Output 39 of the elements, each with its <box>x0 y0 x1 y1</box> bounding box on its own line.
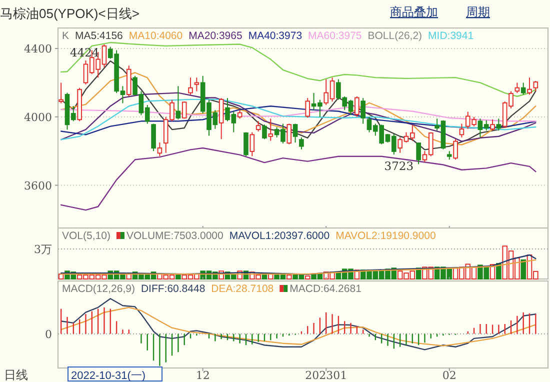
y-tick-label: 4000 <box>24 110 52 124</box>
text: MAVOL1:20397.6000 <box>229 230 330 242</box>
line-series <box>60 147 536 211</box>
text: MA40:3973 <box>248 30 302 42</box>
legend-title: MACD(12,26,9) <box>62 283 135 295</box>
text: 周期 <box>466 5 490 19</box>
line-series <box>60 92 536 142</box>
x-tick-label: 02 <box>442 369 456 382</box>
bar <box>262 274 268 280</box>
legend-label: VOLUME:7503.0000 <box>126 230 224 242</box>
series-label: DIFF:60.8448 <box>140 283 206 295</box>
chart-title: 马棕油05(YPOK)<日线> <box>0 6 140 21</box>
x-axis-title: 日线 <box>4 368 28 382</box>
legend-label: MACD:64.2681 <box>290 283 362 295</box>
text: MA20:3965 <box>188 30 242 42</box>
x-tick-label: 12 <box>196 369 210 382</box>
line-series <box>60 72 536 146</box>
text: MID:3941 <box>428 30 474 42</box>
line-series <box>60 98 536 140</box>
bar <box>176 274 181 280</box>
text: MAVOL2:19190.9000 <box>336 230 436 242</box>
annotation: 3723 <box>384 159 414 174</box>
ref-line-label: 0 <box>45 328 52 341</box>
line-series <box>60 60 536 150</box>
text: MA10:4060 <box>128 30 183 42</box>
line-series <box>60 42 536 97</box>
y-tick-label: 4400 <box>24 42 52 56</box>
date-box: 2022-10-31(一) <box>68 366 162 382</box>
text: MA60:3975 <box>308 30 362 42</box>
text: K <box>62 30 70 42</box>
legend-title: VOL(5,10) <box>62 230 110 242</box>
ref-line-label: 3万 <box>34 243 52 256</box>
text: DEA:28.7108 <box>211 283 274 295</box>
bar <box>520 259 526 280</box>
y-tick-label: 3600 <box>24 179 52 192</box>
text: 商品叠加 <box>390 5 438 19</box>
text: MA5:4156 <box>75 30 124 42</box>
annotation: BOLL(26,2) <box>368 30 422 42</box>
x-tick-label: 202301 <box>305 369 348 382</box>
